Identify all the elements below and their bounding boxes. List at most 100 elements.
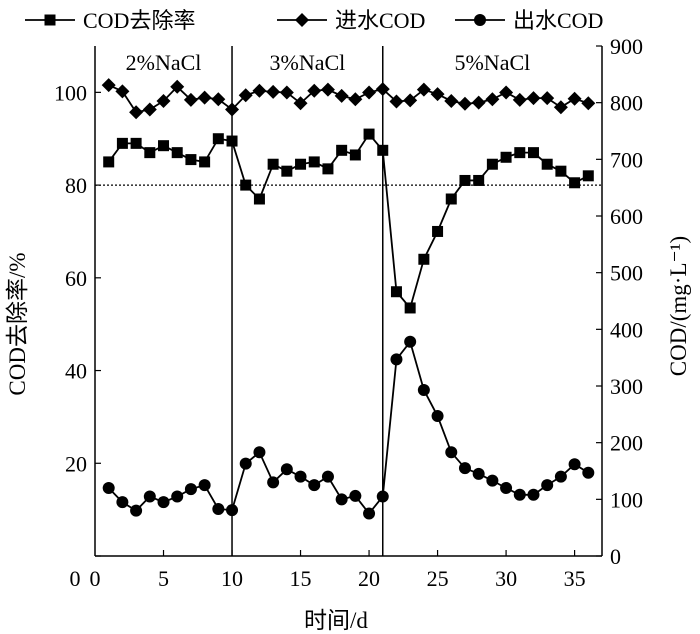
y-right-tick-label: 700	[610, 147, 643, 172]
data-point	[445, 446, 458, 459]
phase-label: 5%NaCl	[454, 50, 530, 75]
data-point	[444, 93, 459, 108]
data-point	[184, 483, 197, 496]
data-point	[445, 193, 457, 205]
data-point	[499, 85, 514, 100]
legend-marker	[474, 14, 486, 26]
data-point	[266, 84, 281, 99]
data-point	[102, 482, 115, 494]
x-tick-label: 10	[221, 566, 243, 591]
series-2	[101, 78, 596, 120]
data-point	[582, 170, 594, 182]
data-point	[212, 133, 224, 145]
data-point	[334, 88, 349, 103]
x-tick-label: 35	[564, 566, 586, 591]
data-point	[267, 476, 280, 489]
y-right-tick-label: 500	[610, 261, 643, 286]
data-point	[362, 85, 377, 100]
data-point	[526, 91, 541, 106]
data-point	[321, 470, 334, 483]
data-point	[404, 335, 417, 348]
data-point	[240, 179, 252, 191]
data-point	[363, 128, 375, 140]
legend-item: 出水COD	[455, 8, 603, 33]
y-right-tick-label: 100	[610, 487, 643, 512]
data-point	[403, 93, 418, 108]
data-point	[130, 504, 143, 517]
data-point	[540, 91, 555, 106]
data-point	[363, 507, 376, 520]
data-point	[569, 177, 581, 189]
data-point	[115, 84, 130, 99]
y-left-tick-label: 40	[65, 359, 87, 384]
data-point	[320, 82, 335, 97]
data-point	[553, 100, 568, 115]
data-point	[322, 163, 334, 175]
data-point	[417, 383, 430, 396]
data-point	[212, 502, 225, 515]
data-point	[581, 96, 596, 111]
legend-item: 进水COD	[277, 8, 425, 33]
legend-label: 出水COD	[513, 8, 603, 33]
y-right-tick-label: 900	[610, 34, 643, 59]
data-point	[432, 225, 444, 237]
data-point	[582, 466, 595, 479]
y-left-tick-label: 100	[54, 80, 87, 105]
data-point	[157, 496, 170, 509]
data-point	[390, 286, 402, 298]
x-tick-label: 0	[90, 566, 101, 591]
data-point	[171, 147, 183, 159]
data-point	[348, 92, 363, 107]
data-point	[349, 149, 361, 161]
data-point	[142, 102, 157, 117]
data-point	[404, 302, 416, 314]
data-point	[253, 193, 265, 205]
data-point	[129, 105, 144, 120]
data-point	[541, 158, 553, 170]
data-point	[554, 470, 567, 483]
data-point	[567, 91, 582, 106]
data-point	[500, 482, 513, 494]
data-point	[377, 144, 389, 156]
data-point	[197, 90, 212, 105]
data-point	[336, 144, 348, 156]
data-point	[527, 147, 539, 159]
data-point	[349, 489, 362, 502]
data-point	[418, 253, 430, 265]
y-right-tick-label: 300	[610, 374, 643, 399]
data-point	[280, 463, 293, 476]
legend-label: 进水COD	[335, 8, 425, 33]
data-point	[171, 490, 184, 503]
data-point	[226, 135, 238, 147]
data-point	[512, 92, 527, 107]
x-tick-label: 15	[290, 566, 312, 591]
data-point	[226, 504, 239, 517]
data-point	[281, 165, 293, 177]
y-right-tick-label: 0	[610, 544, 621, 569]
phase-label: 3%NaCl	[270, 50, 346, 75]
data-point	[253, 446, 266, 459]
data-point	[183, 92, 198, 107]
data-point	[541, 479, 554, 492]
data-point	[293, 96, 308, 111]
data-point	[103, 156, 115, 168]
y-axis-left-title: COD去除率/%	[5, 252, 30, 395]
data-point	[335, 493, 348, 506]
legend-item: COD去除率	[25, 8, 195, 33]
data-point	[486, 474, 499, 487]
x-tick-label: 5	[158, 566, 169, 591]
x-tick-label: 20	[358, 566, 380, 591]
data-point	[555, 165, 567, 177]
series-layer	[101, 78, 596, 520]
data-point	[294, 470, 307, 483]
data-point	[156, 93, 171, 108]
legend-label: COD去除率	[83, 8, 195, 33]
x-axis-title: 时间/d	[304, 608, 368, 633]
y-left-tick-label: 0	[70, 566, 81, 591]
data-point	[279, 85, 294, 100]
data-point	[252, 83, 267, 98]
x-tick-label: 25	[427, 566, 449, 591]
data-point	[307, 83, 322, 98]
series-line	[108, 339, 589, 515]
